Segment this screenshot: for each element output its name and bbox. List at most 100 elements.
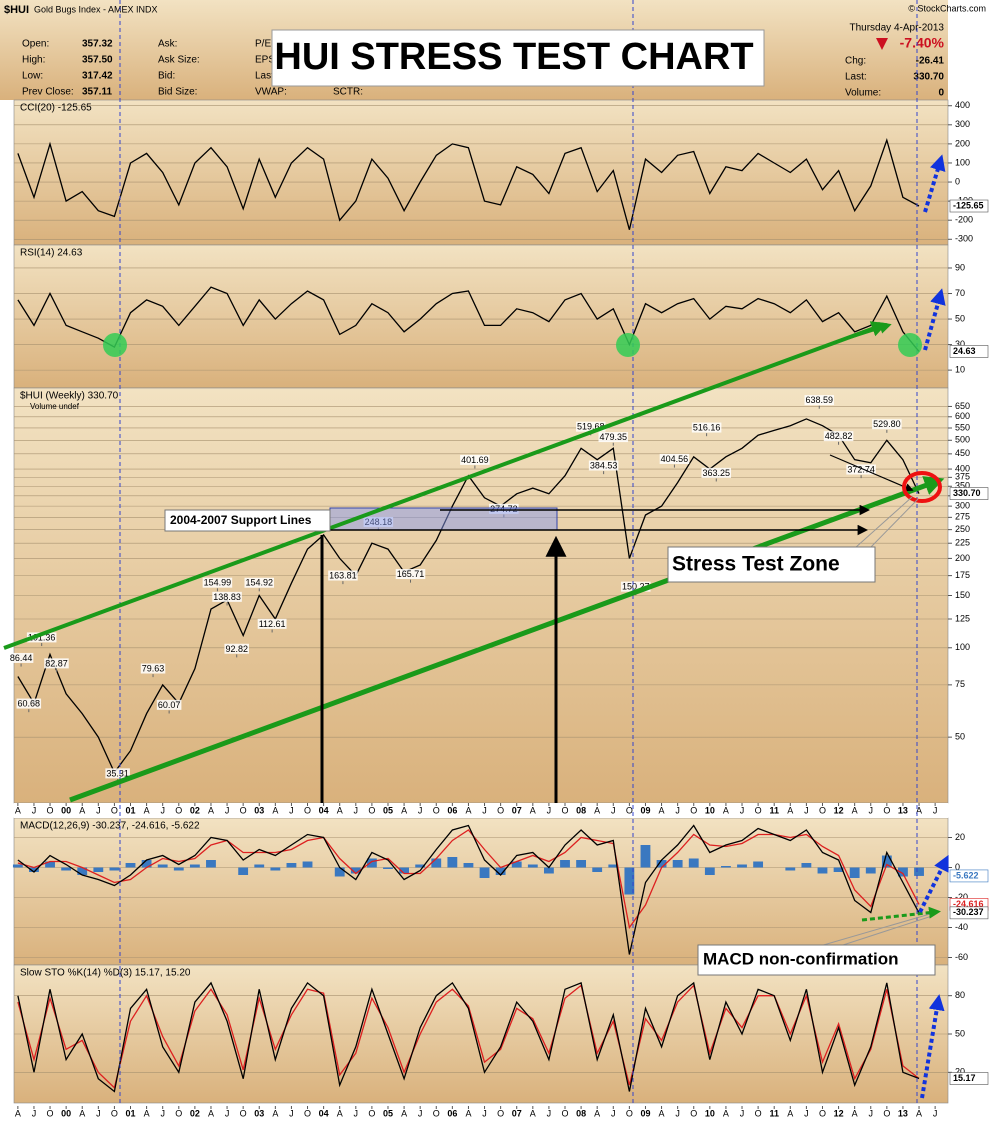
y-tick-label: -20 bbox=[955, 892, 968, 902]
x-tick-label: O bbox=[368, 805, 375, 815]
annotation-box bbox=[460, 454, 490, 465]
x-tick-label: 05 bbox=[383, 805, 393, 815]
x-tick-label: 11 bbox=[769, 805, 779, 815]
note-box bbox=[667, 546, 876, 583]
chart-title: HUI STRESS TEST CHART bbox=[274, 36, 753, 78]
annotation-box bbox=[328, 570, 358, 581]
y-tick-label: 90 bbox=[955, 262, 965, 272]
annotation-box bbox=[575, 421, 606, 432]
stress-ring bbox=[902, 471, 942, 503]
x-tick-label: A bbox=[208, 805, 214, 815]
annotation-box bbox=[156, 699, 182, 710]
x-tick-label: J bbox=[740, 805, 745, 815]
histogram-bar bbox=[511, 861, 522, 868]
histogram-bar bbox=[656, 860, 667, 868]
date: Thursday 4-Apr-2013 bbox=[850, 23, 945, 34]
price-annotation: 154.99 bbox=[204, 578, 232, 588]
x-tick-label: 03 bbox=[254, 805, 264, 815]
quote-label: VWAP: bbox=[255, 87, 287, 98]
histogram-bar bbox=[785, 867, 796, 871]
x-tick-label: O bbox=[47, 1108, 54, 1118]
y-tick-label: 125 bbox=[955, 613, 970, 623]
x-tick-label: J bbox=[675, 805, 680, 815]
current-value-label: -30.237 bbox=[953, 907, 984, 917]
value-flag bbox=[949, 487, 989, 500]
y-tick-label: 100 bbox=[955, 642, 970, 652]
y-tick-label: 400 bbox=[955, 463, 970, 473]
histogram-bar bbox=[721, 866, 731, 868]
series-line bbox=[17, 829, 920, 930]
value-flag bbox=[949, 1072, 989, 1085]
x-tick-label: J bbox=[160, 805, 165, 815]
price-annotation: 35.31 bbox=[106, 768, 129, 778]
stat-label: Volume: bbox=[845, 88, 881, 99]
y-tick-label: 275 bbox=[955, 512, 970, 522]
series-line bbox=[17, 824, 920, 955]
quote-label: Ask Size: bbox=[158, 55, 200, 66]
histogram-bar bbox=[12, 864, 23, 868]
y-tick-label: 0 bbox=[955, 176, 960, 186]
stat-value: -26.41 bbox=[916, 56, 945, 67]
x-tick-label: O bbox=[175, 805, 182, 815]
price-annotation: 86.44 bbox=[10, 653, 33, 663]
x-tick-label: J bbox=[32, 1108, 37, 1118]
panel-sublabel: Volume undef bbox=[30, 402, 80, 411]
histogram-bar bbox=[817, 867, 828, 874]
oversold-marker bbox=[616, 333, 640, 357]
up-arrow bbox=[918, 854, 949, 913]
annotation-box bbox=[823, 431, 854, 442]
x-tick-label: O bbox=[755, 1108, 762, 1118]
channel-upper bbox=[3, 321, 888, 650]
histogram-bar bbox=[302, 861, 313, 868]
current-value-label: -5.622 bbox=[953, 870, 979, 880]
histogram-bar bbox=[753, 861, 764, 868]
histogram-bar bbox=[801, 863, 812, 868]
y-tick-label: 300 bbox=[955, 501, 970, 511]
x-tick-label: J bbox=[225, 805, 230, 815]
x-tick-label: O bbox=[626, 805, 633, 815]
y-tick-label: 30 bbox=[955, 339, 965, 349]
x-tick-label: A bbox=[659, 805, 665, 815]
x-tick-label: J bbox=[32, 805, 37, 815]
y-tick-label: -60 bbox=[955, 952, 968, 962]
x-tick-label: O bbox=[819, 1108, 826, 1118]
x-tick-label: A bbox=[594, 1108, 600, 1118]
price-annotation: 101.36 bbox=[28, 632, 56, 642]
x-tick-label: J bbox=[160, 1108, 165, 1118]
y-tick-label: 0 bbox=[955, 862, 960, 872]
histogram-bar bbox=[29, 867, 39, 872]
x-tick-label: J bbox=[547, 1108, 552, 1118]
up-arrow bbox=[920, 994, 945, 1099]
oversold-marker bbox=[103, 333, 127, 357]
symbol: $HUI bbox=[4, 4, 29, 16]
x-tick-label: 11 bbox=[769, 1108, 779, 1118]
annotation-box bbox=[846, 464, 876, 475]
x-tick-label: 10 bbox=[705, 1108, 715, 1118]
histogram-bar bbox=[93, 867, 104, 872]
y-tick-label: 225 bbox=[955, 538, 970, 548]
x-tick-label: A bbox=[530, 1108, 536, 1118]
price-annotation: 384.53 bbox=[590, 461, 618, 471]
y-tick-label: 70 bbox=[955, 288, 965, 298]
quote-value: 357.32 bbox=[82, 39, 113, 50]
histogram-bar bbox=[463, 863, 474, 868]
histogram-bar bbox=[881, 855, 892, 868]
histogram-bar bbox=[495, 867, 506, 875]
x-tick-label: 10 bbox=[705, 805, 715, 815]
quote-label: Bid Size: bbox=[158, 87, 197, 98]
axis-strip bbox=[14, 1106, 948, 1121]
x-tick-label: A bbox=[401, 1108, 407, 1118]
x-tick-label: 05 bbox=[383, 1108, 393, 1118]
x-tick-label: 12 bbox=[834, 805, 844, 815]
x-tick-label: J bbox=[354, 805, 359, 815]
x-tick-label: A bbox=[723, 805, 729, 815]
quote-label: Prev Close: bbox=[22, 87, 74, 98]
price-annotation: 79.63 bbox=[142, 664, 165, 674]
y-tick-label: 20 bbox=[955, 832, 965, 842]
x-tick-label: O bbox=[368, 1108, 375, 1118]
stat-label: Last: bbox=[845, 72, 867, 83]
y-tick-label: -200 bbox=[955, 215, 973, 225]
histogram-bar bbox=[914, 867, 924, 876]
quote-label: Open: bbox=[22, 39, 49, 50]
panel-bg bbox=[13, 99, 949, 246]
